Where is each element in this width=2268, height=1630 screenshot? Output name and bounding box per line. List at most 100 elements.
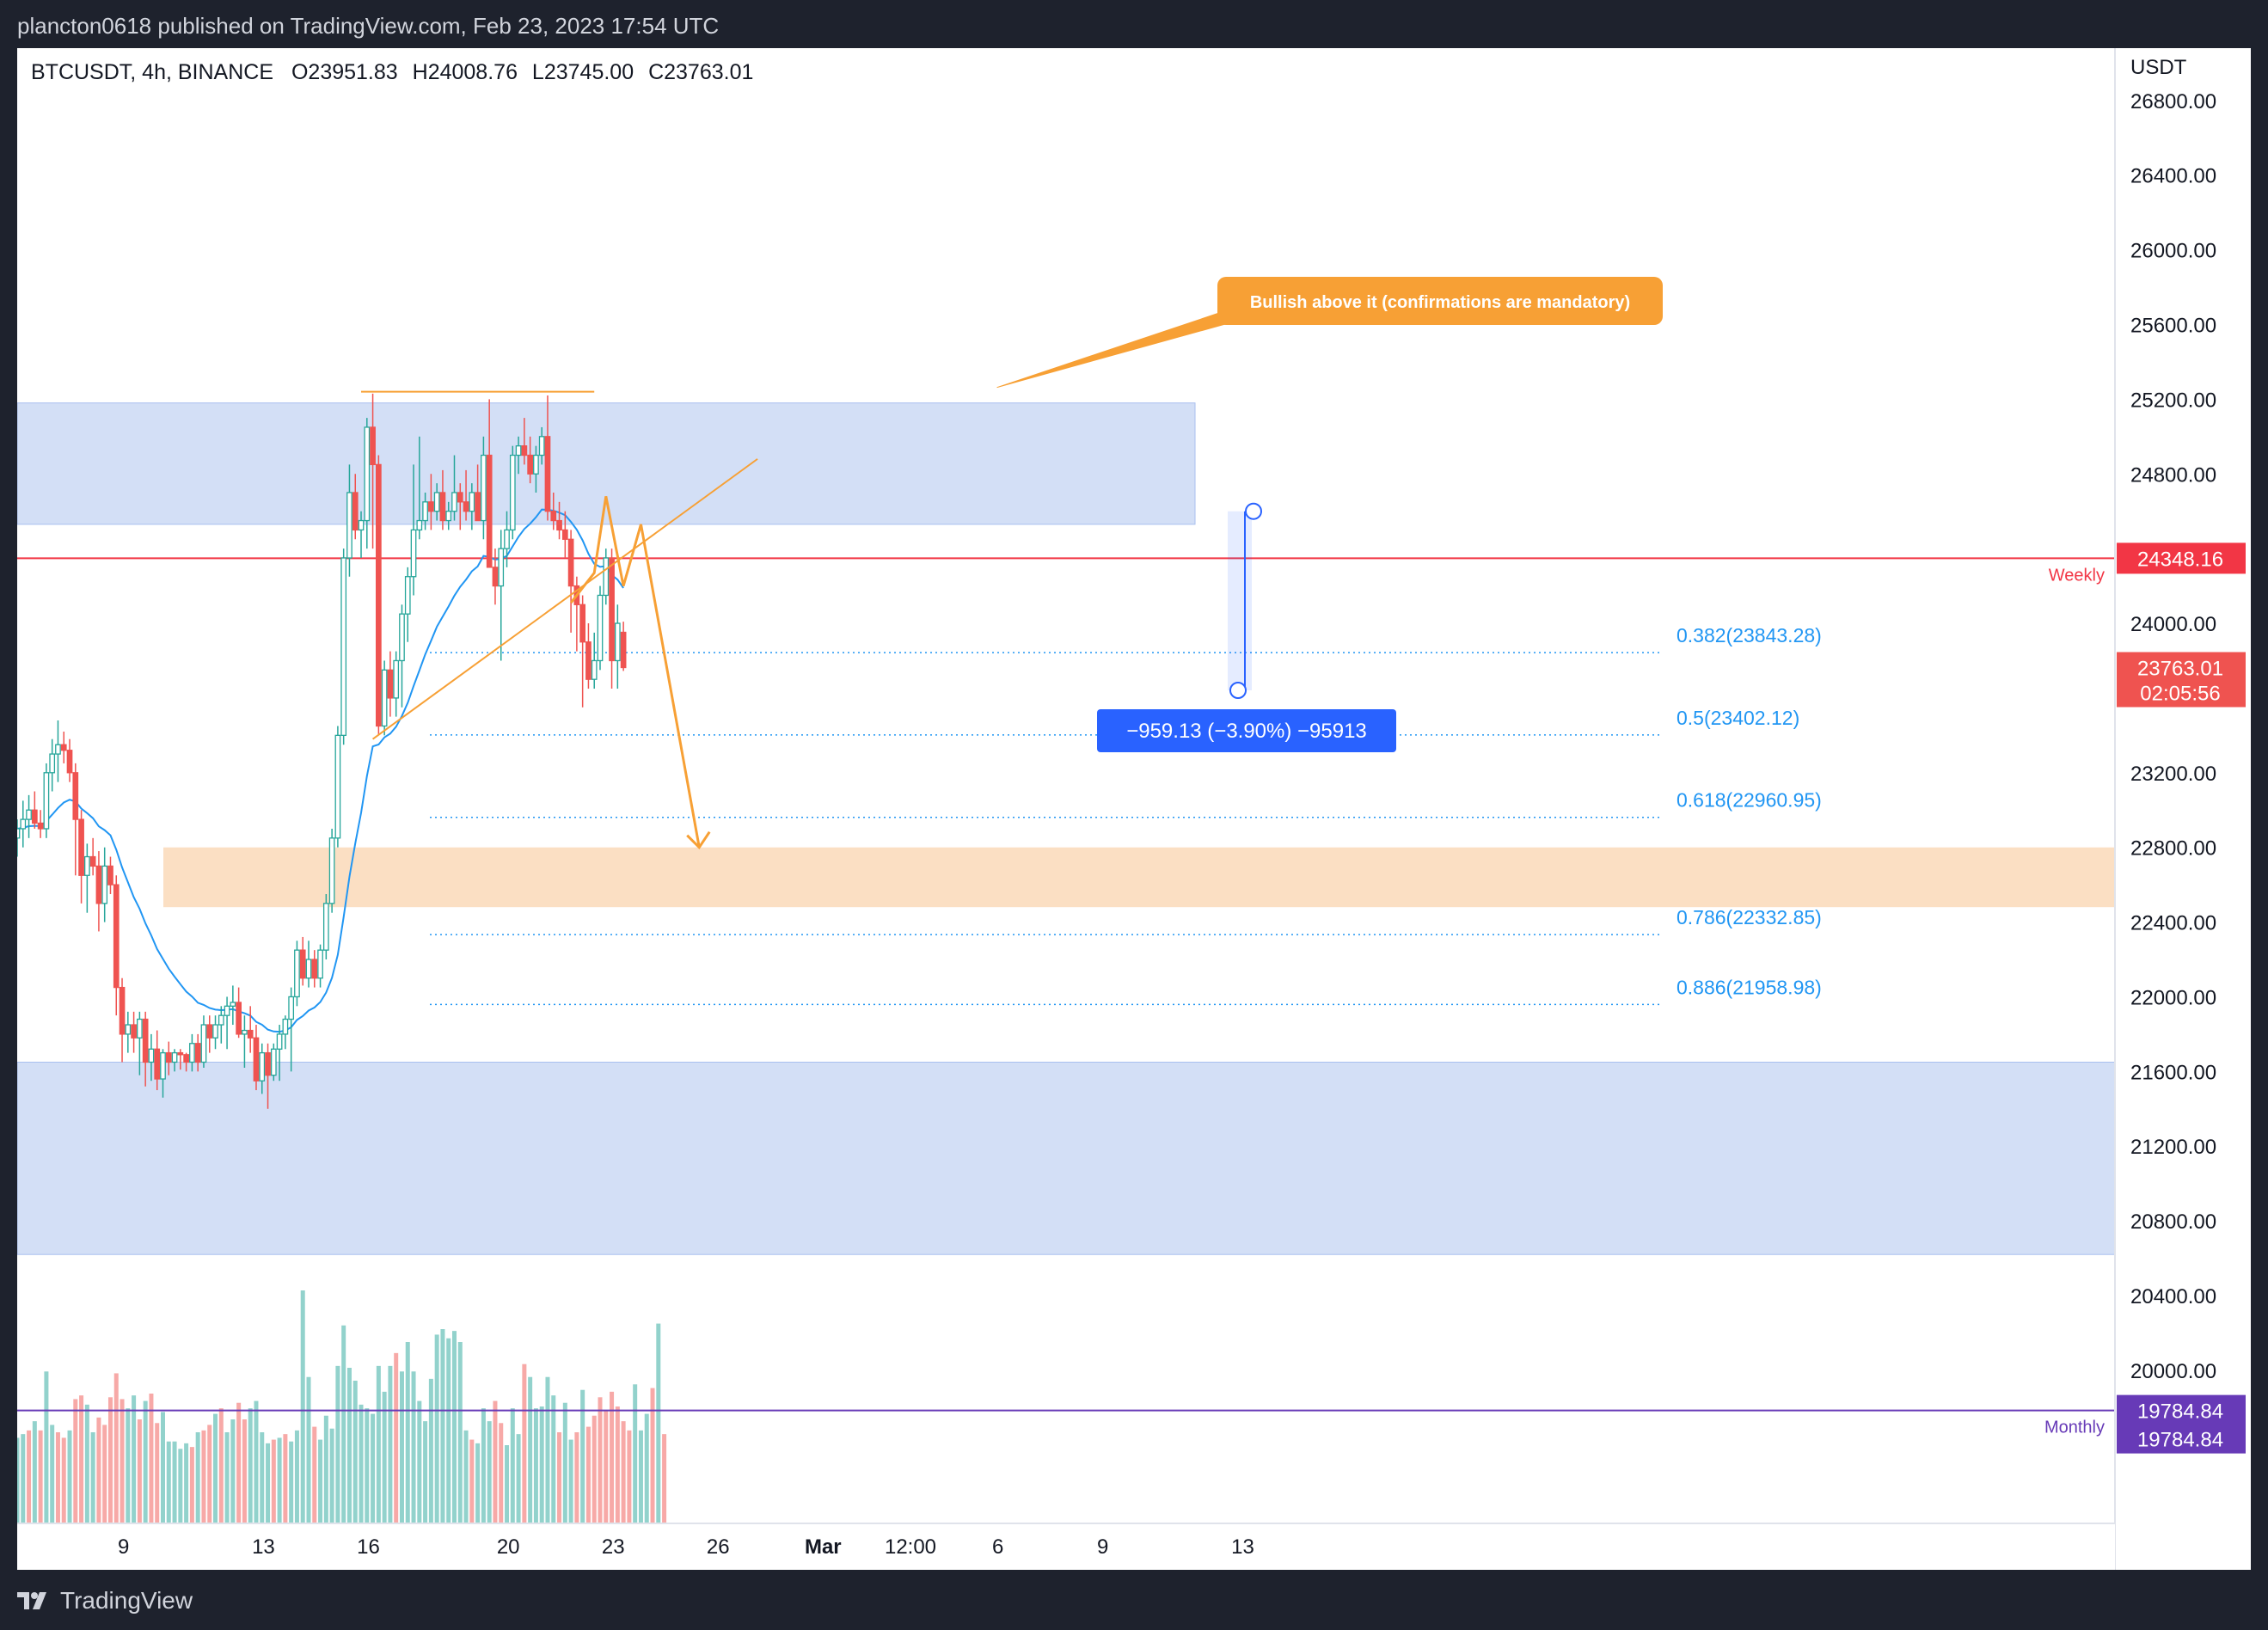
volume-bar [27, 1430, 32, 1523]
volume-bar [528, 1376, 533, 1523]
volume-bar [283, 1434, 288, 1523]
volume-bar [627, 1430, 632, 1523]
candle-body [37, 822, 44, 830]
volume-bar [522, 1363, 527, 1523]
candle-body [165, 1051, 172, 1063]
volume-bar [388, 1365, 393, 1523]
candle-body [26, 809, 32, 820]
candle-body [148, 1048, 155, 1063]
price-axis-background [2115, 48, 2251, 1570]
candles-layer [14, 393, 627, 1109]
candle-body [317, 949, 323, 979]
volume-bar [580, 1389, 585, 1523]
candle-body [189, 1043, 195, 1063]
volume-bar [120, 1399, 125, 1523]
volume-bar [323, 1415, 328, 1523]
volume-bar [149, 1394, 154, 1523]
candle-body [469, 492, 475, 512]
volume-bar [417, 1400, 422, 1523]
trendline [371, 458, 758, 740]
time-tick-label: 9 [118, 1535, 129, 1559]
tradingview-logo[interactable]: TradingView [17, 1587, 193, 1615]
candle-body [614, 622, 621, 662]
volume-bar [254, 1400, 259, 1523]
candle-body [340, 557, 347, 737]
zones-layer [16, 402, 2116, 1255]
price-chart[interactable]: Weekly Monthly 0.382(23843.28) 0.5(23402.1… [14, 48, 2251, 1570]
candle-body [194, 1043, 201, 1063]
volume-bar [224, 1432, 230, 1523]
volume-bar [505, 1445, 510, 1523]
volume-bar [376, 1365, 381, 1523]
volume-bar [218, 1408, 224, 1523]
candle-body [504, 529, 510, 549]
candle-body [567, 538, 574, 587]
volume-bar [341, 1325, 346, 1523]
candle-body [253, 1037, 260, 1082]
volume-bar [598, 1397, 603, 1523]
candle-body [247, 1029, 254, 1039]
weekly-price-tag-text: 24348.16 [2137, 548, 2223, 571]
volume-bar [50, 1425, 55, 1523]
candle-body [561, 529, 568, 540]
candle-body [445, 511, 452, 522]
volume-bar [67, 1430, 72, 1523]
candle-body [125, 1024, 132, 1035]
candle-body [119, 986, 126, 1035]
candle-body [481, 454, 487, 522]
candle-body [270, 1048, 277, 1076]
candle-body [515, 445, 522, 457]
candle-body [544, 436, 551, 512]
drawings-layer: Bullish above it (confirmations are mand… [361, 277, 1663, 850]
candle-body [154, 1048, 161, 1080]
volume-bar [551, 1395, 556, 1523]
volume-bar [300, 1290, 305, 1523]
candle-body [538, 436, 545, 457]
volume-bar [405, 1342, 410, 1523]
volume-bar [84, 1404, 89, 1523]
volume-bar [161, 1412, 165, 1523]
volume-bar [102, 1425, 107, 1523]
candle-body [509, 454, 516, 531]
volume-bar [21, 1434, 26, 1523]
volume-bar [178, 1449, 183, 1523]
volume-bar [113, 1373, 119, 1523]
volume-bar [132, 1395, 137, 1523]
volume-bar [440, 1329, 445, 1523]
candle-body [346, 492, 352, 559]
volume-bar [481, 1408, 486, 1523]
candle-body [171, 1051, 178, 1063]
volume-bar [621, 1421, 626, 1523]
price-tick-label: 20000.00 [2130, 1360, 2216, 1383]
volume-bar [499, 1423, 504, 1523]
volume-bar [242, 1419, 247, 1523]
volume-bar [469, 1439, 475, 1523]
volume-bar [335, 1365, 340, 1523]
candle-body [31, 809, 38, 824]
candle-body [410, 529, 417, 578]
volume-bar [428, 1378, 433, 1523]
volume-bar [172, 1441, 177, 1523]
candle-body [49, 753, 56, 774]
time-tick-label: 26 [707, 1535, 730, 1559]
volume-bar [656, 1323, 661, 1523]
volume-bar [638, 1430, 643, 1523]
volume-bar [90, 1432, 95, 1523]
candle-body [376, 463, 382, 727]
price-tick-label: 23200.00 [2130, 763, 2216, 786]
price-tick-label: 26400.00 [2130, 165, 2216, 188]
candle-body [218, 1014, 224, 1026]
volume-bar [545, 1376, 550, 1523]
price-tick-label: 25600.00 [2130, 314, 2216, 337]
volume-bar [510, 1408, 515, 1523]
volume-bar [277, 1437, 282, 1523]
candle-body [387, 669, 394, 699]
fibonacci-layer: 0.382(23843.28) 0.5(23402.12) 0.618(22960.… [430, 624, 1822, 1006]
candle-body [206, 1024, 213, 1039]
measure-label-box [1097, 709, 1396, 753]
candle-body [101, 865, 108, 904]
volume-bar [266, 1443, 271, 1523]
candle-body [259, 1051, 266, 1082]
candle-body [265, 1051, 271, 1076]
volume-bar [318, 1439, 323, 1523]
